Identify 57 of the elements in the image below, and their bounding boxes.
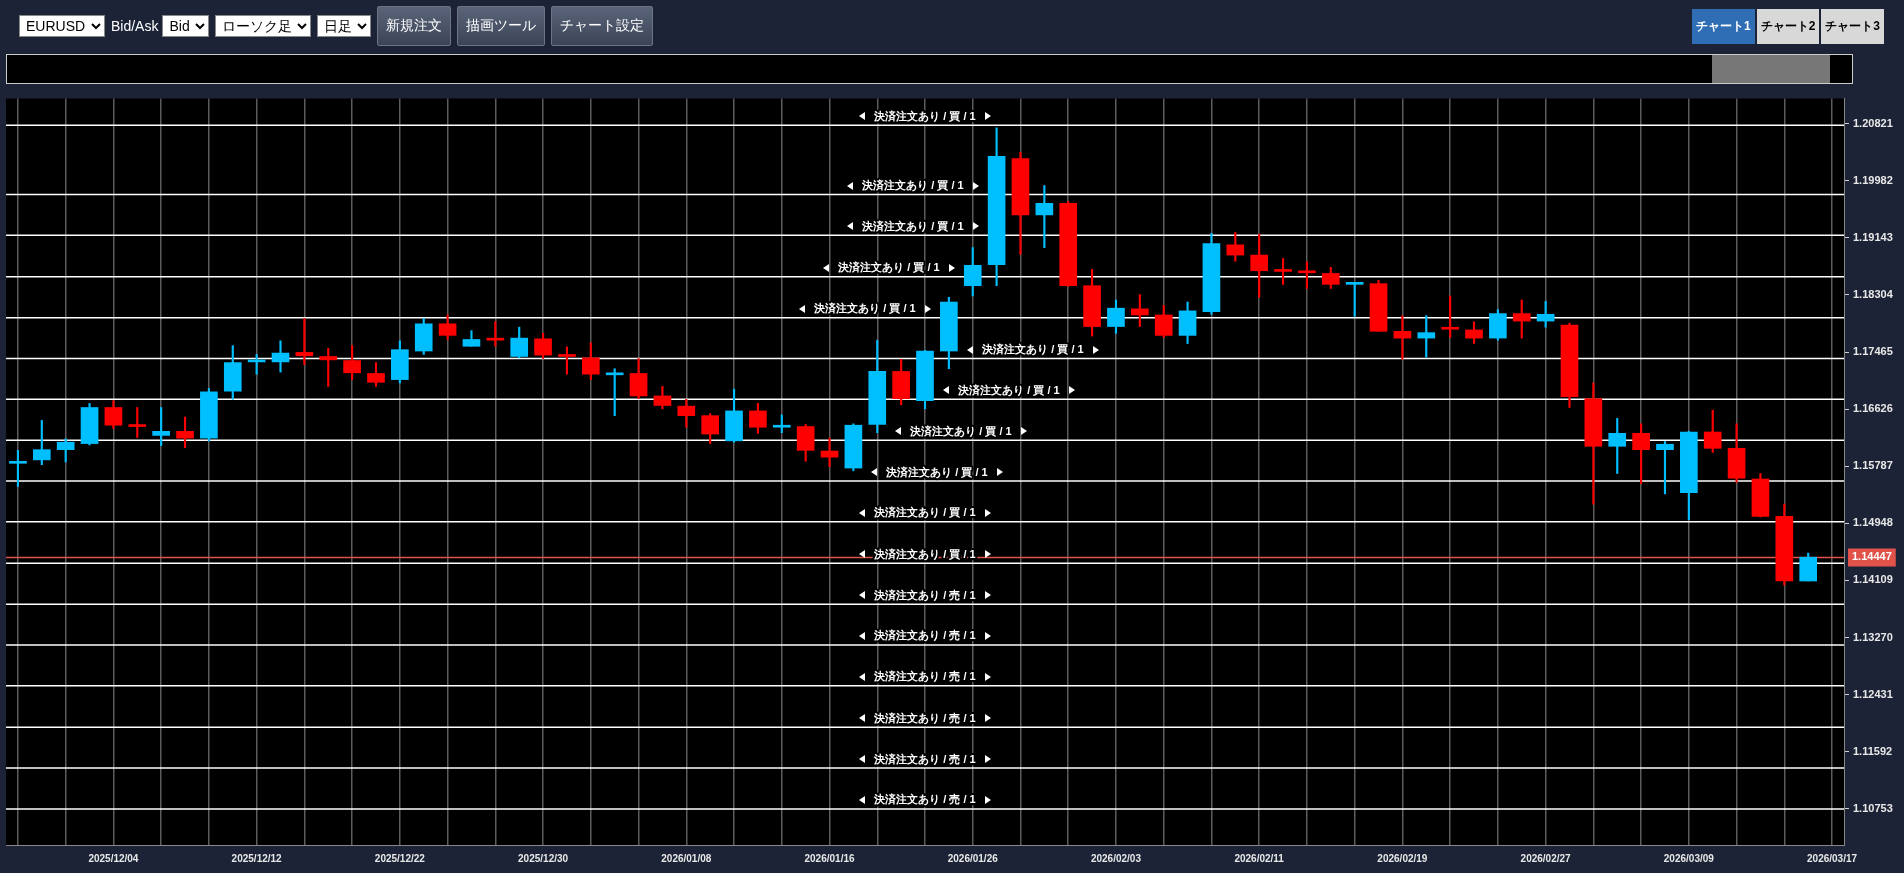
x-tick-label: 2026/02/11 (1234, 852, 1285, 864)
button: チャート設定 (551, 6, 654, 46)
ref-line-label: 決済注文あり / 売 / 1 (873, 588, 976, 602)
button: 新規注文 (377, 6, 452, 46)
x-tick-label: 2026/01/26 (947, 852, 999, 864)
y-tick-label: 1.13270 (1853, 630, 1893, 643)
y-tick-label: 1.14948 (1853, 516, 1893, 529)
x-tick-label: 2026/02/27 (1520, 852, 1572, 864)
y-tick-label: 1.16626 (1853, 402, 1893, 415)
y-tick-label: 1.19143 (1853, 230, 1893, 243)
tab: チャート1 (1691, 8, 1755, 44)
ref-line-label: 決済注文あり / 買 / 1 (909, 424, 1012, 438)
y-tick-label: 1.15787 (1853, 459, 1893, 472)
ref-line-label: 決済注文あり / 買 / 1 (837, 261, 940, 275)
y-tick-label: 1.20821 (1853, 116, 1893, 129)
ref-line-label: 決済注文あり / 買 / 1 (957, 383, 1060, 397)
candlestick (820, 437, 839, 468)
ref-line-label: 決済注文あり / 売 / 1 (873, 793, 976, 807)
candlestick (271, 340, 290, 373)
y-tick-label: 1.12431 (1853, 687, 1893, 700)
y-tick-label: 1.17465 (1853, 345, 1893, 358)
dropdown: ローソク足 (215, 15, 312, 37)
x-tick-label: 2025/12/30 (518, 852, 569, 864)
y-tick-label: 1.11592 (1853, 744, 1893, 757)
ref-line-label: 決済注文あり / 買 / 1 (873, 109, 976, 123)
x-tick-label: 2025/12/04 (88, 852, 139, 864)
x-tick-label: 2025/12/12 (231, 852, 283, 864)
ref-line-label: 1.14447 (1852, 550, 1892, 563)
ref-line-label: 決済注文あり / 売 / 1 (873, 752, 976, 766)
ref-line-label: 決済注文あり / 売 / 1 (873, 629, 976, 643)
dropdown: Bid (162, 15, 210, 37)
button: 描画ツール (457, 6, 546, 46)
x-tick-label: 2026/01/08 (661, 852, 712, 864)
x-tick-label: 2026/01/16 (804, 852, 855, 864)
ref-line-label: 決済注文あり / 買 / 1 (885, 465, 988, 479)
y-tick-label: 1.19982 (1853, 173, 1893, 186)
ref-line-label: 決済注文あり / 買 / 1 (861, 219, 964, 233)
dropdown: EURUSD (19, 15, 105, 37)
ref-line-label: 決済注文あり / 買 / 1 (981, 343, 1084, 357)
x-tick-label: 2026/02/19 (1377, 852, 1428, 864)
x-tick-label: 2026/02/03 (1090, 852, 1142, 864)
ref-line-label: 決済注文あり / 買 / 1 (861, 179, 964, 193)
ref-line-label: 決済注文あり / 売 / 1 (873, 670, 976, 684)
x-tick-label: 2026/03/17 (1807, 852, 1858, 864)
dropdown: 日足 (317, 15, 372, 37)
ref-line-label: 決済注文あり / 買 / 1 (813, 302, 916, 316)
y-tick-label: 1.18304 (1853, 287, 1894, 300)
ref-line-label: 決済注文あり / 買 / 1 (873, 547, 976, 561)
x-tick-label: 2026/03/09 (1663, 852, 1715, 864)
y-tick-label: 1.10753 (1853, 801, 1893, 814)
y-tick-label: 1.14109 (1853, 573, 1893, 586)
tab: チャート3 (1821, 8, 1884, 44)
ref-line-label: 決済注文あり / 買 / 1 (873, 506, 976, 520)
tab: チャート2 (1756, 8, 1820, 44)
text: Bid/Ask (111, 18, 159, 34)
ref-line-label: 決済注文あり / 売 / 1 (873, 711, 976, 725)
x-tick-label: 2025/12/22 (374, 852, 426, 864)
